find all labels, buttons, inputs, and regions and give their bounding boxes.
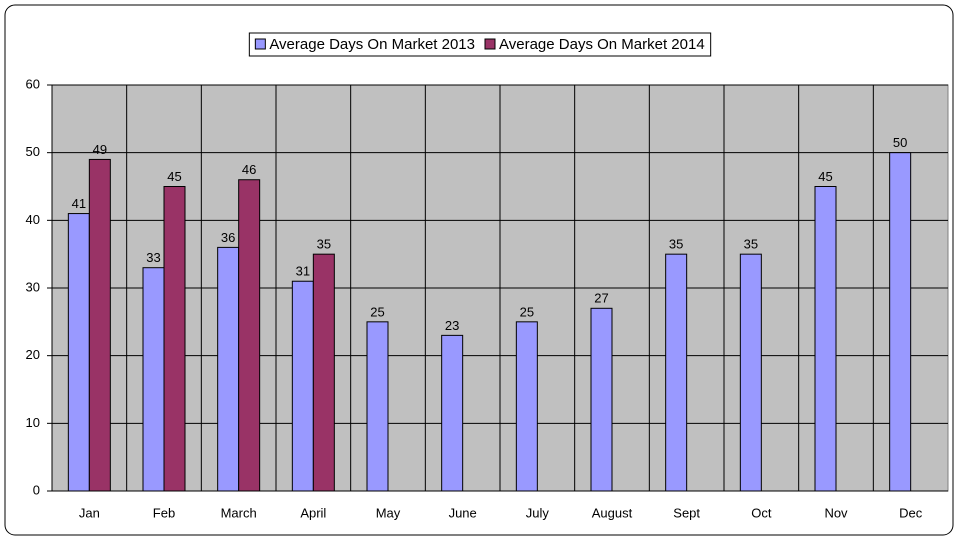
legend-swatch: [484, 38, 496, 50]
y-tick-label: 40: [26, 212, 40, 227]
data-label: 35: [669, 237, 683, 252]
x-tick-label: June: [449, 505, 477, 520]
x-tick-label: Dec: [899, 505, 923, 520]
bar: [739, 253, 762, 492]
x-tick-label: Nov: [824, 505, 848, 520]
data-label: 49: [93, 142, 107, 157]
y-tick-label: 30: [26, 279, 40, 294]
legend: [248, 32, 712, 57]
data-label: 35: [317, 237, 331, 252]
y-tick-label: 0: [33, 482, 40, 497]
legend-label: Average Days On Market 2014: [499, 36, 705, 53]
y-tick-label: 10: [26, 415, 40, 430]
bar: [889, 152, 912, 492]
bar: [814, 186, 837, 492]
x-tick-label: Feb: [153, 505, 175, 520]
x-tick-label: Sept: [673, 505, 700, 520]
bar: [590, 307, 613, 492]
data-label: 25: [370, 304, 384, 319]
data-label: 25: [520, 304, 534, 319]
y-tick-label: 50: [26, 144, 40, 159]
data-label: 41: [72, 196, 86, 211]
bar: [366, 321, 389, 492]
x-tick-label: July: [526, 505, 550, 520]
bar: [238, 179, 261, 492]
data-label: 36: [221, 230, 235, 245]
data-label: 23: [445, 318, 459, 333]
bar: [291, 280, 314, 492]
x-tick-label: March: [221, 505, 257, 520]
data-label: 31: [296, 264, 310, 279]
bar: [88, 158, 111, 492]
x-tick-label: August: [592, 505, 633, 520]
bar: [312, 253, 335, 492]
data-label: 35: [744, 237, 758, 252]
legend-swatch: [254, 38, 266, 50]
legend-label: Average Days On Market 2013: [269, 36, 475, 53]
x-tick-label: Jan: [79, 505, 100, 520]
data-label: 27: [594, 291, 608, 306]
bar: [665, 253, 688, 492]
data-label: 50: [893, 135, 907, 150]
y-tick-label: 60: [26, 76, 40, 91]
data-label: 45: [818, 169, 832, 184]
data-label: 45: [167, 169, 181, 184]
x-tick-label: May: [376, 505, 401, 520]
x-tick-label: Oct: [751, 505, 772, 520]
bar: [217, 246, 240, 492]
bar: [163, 186, 186, 492]
data-label: 46: [242, 162, 256, 177]
x-tick-label: April: [300, 505, 326, 520]
bar: [441, 334, 464, 492]
bar: [142, 267, 165, 492]
y-tick-label: 20: [26, 347, 40, 362]
data-label: 33: [146, 250, 160, 265]
bar: [515, 321, 538, 492]
bar: [67, 213, 90, 492]
